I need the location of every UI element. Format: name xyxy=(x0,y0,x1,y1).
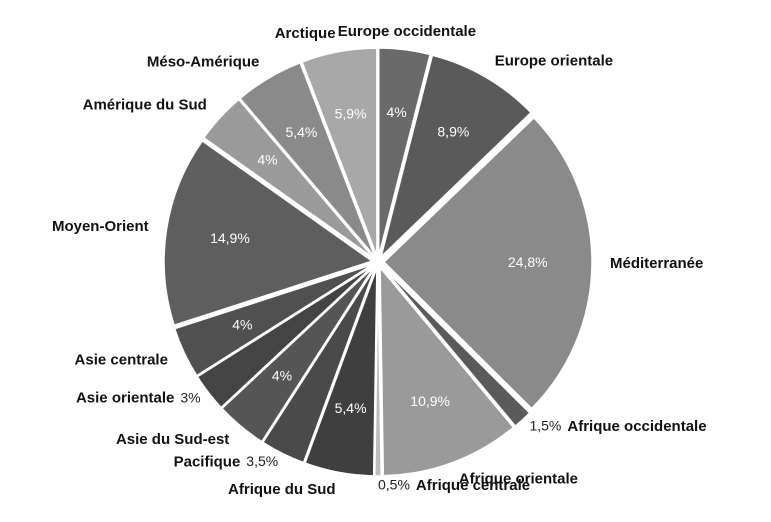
pie-slice xyxy=(373,267,383,477)
pie-slice xyxy=(220,266,375,443)
value-label: 4% xyxy=(257,152,277,168)
pie-slice xyxy=(382,116,593,410)
slice-label: Asie centrale xyxy=(75,351,168,368)
slice-label: Méso-Amérique xyxy=(147,54,260,71)
pie-slice xyxy=(377,47,432,257)
slice-label: Europe orientale xyxy=(495,52,613,69)
pie-slice xyxy=(202,98,375,259)
pie-slice xyxy=(301,47,378,257)
slice-label: Afrique occidentale xyxy=(567,418,706,435)
slice-label: Afrique centrale xyxy=(416,477,530,494)
value-label: 3,5% xyxy=(246,453,278,469)
value-label: 0,5% xyxy=(378,477,410,493)
slice-label: Asie du Sud-est xyxy=(116,431,229,448)
value-label: 4% xyxy=(387,104,407,120)
pie-slice xyxy=(304,267,378,477)
value-label: 5,4% xyxy=(335,400,367,416)
pie-slice xyxy=(196,265,374,409)
pie-slice xyxy=(261,266,377,464)
value-label: 3% xyxy=(180,389,200,405)
pie-slice xyxy=(163,139,374,327)
pie-slice xyxy=(173,263,373,377)
slice-label: Moyen-Orient xyxy=(52,218,149,235)
slice-label: Pacifique xyxy=(174,454,241,471)
slice-label: Arctique xyxy=(275,25,336,42)
slice-label: Europe occidentale xyxy=(338,23,476,40)
value-label: 1,5% xyxy=(529,418,561,434)
value-label: 8,9% xyxy=(437,123,469,139)
pie-slice xyxy=(381,265,531,428)
value-label: 14,9% xyxy=(210,230,250,246)
value-label: 10,9% xyxy=(410,393,450,409)
value-label: 4% xyxy=(232,316,252,332)
value-label: 4% xyxy=(272,368,292,384)
slice-label: Amérique du Sud xyxy=(83,96,207,113)
pie-slice xyxy=(379,265,515,477)
value-label: 5,4% xyxy=(285,124,317,140)
slice-label: Afrique orientale xyxy=(459,470,578,487)
pie-slice xyxy=(239,61,376,258)
slice-label: Asie orientale xyxy=(76,390,174,407)
slice-label: Afrique du Sud xyxy=(228,481,336,498)
value-label: 5,9% xyxy=(335,105,367,121)
slice-label: Méditerranée xyxy=(610,255,703,272)
value-label: 24,8% xyxy=(508,254,548,270)
pie-slice xyxy=(379,54,532,260)
